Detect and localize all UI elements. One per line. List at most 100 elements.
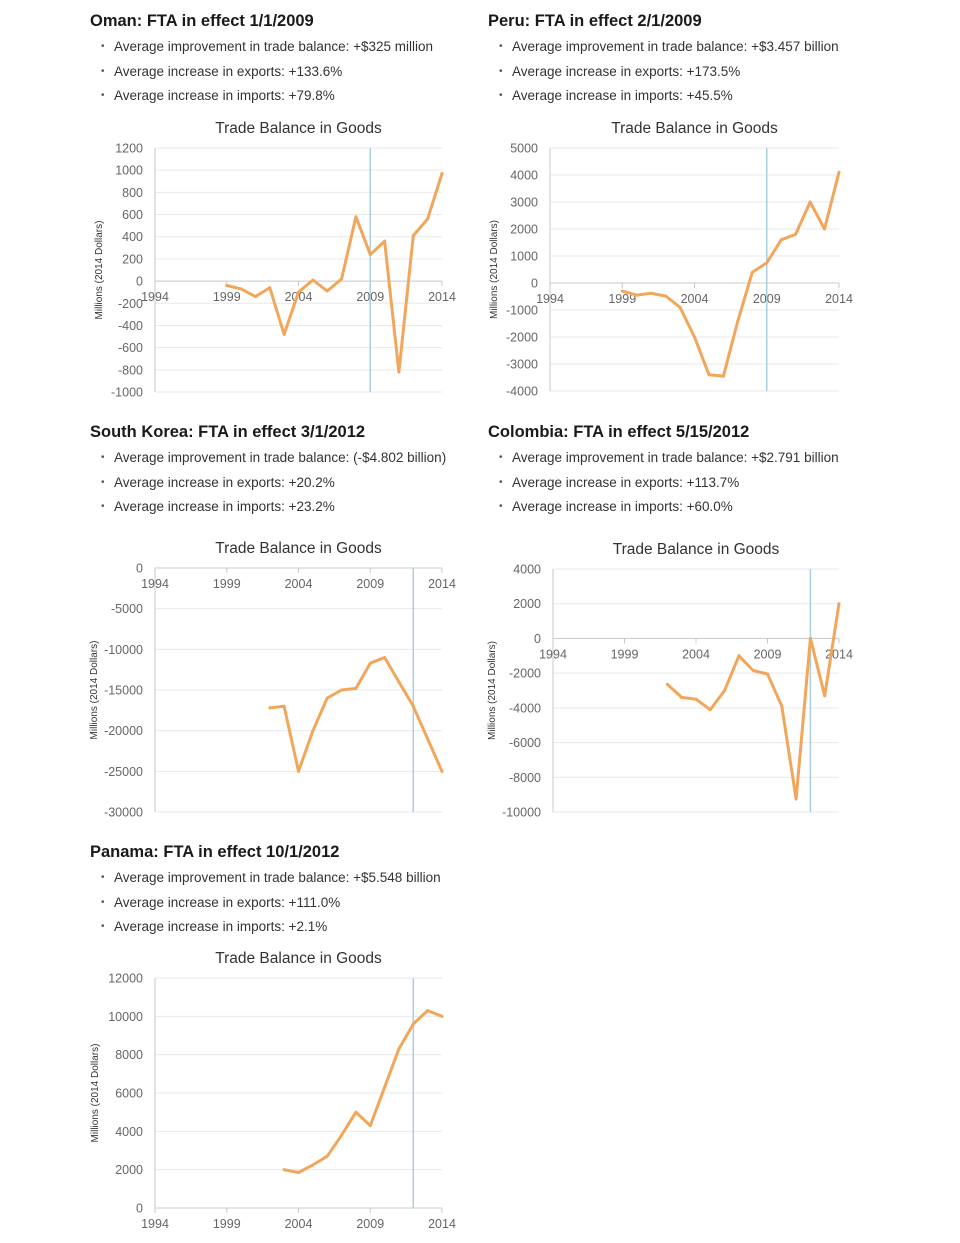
x-tick-label: 2009 <box>356 577 384 591</box>
chart-title: Trade Balance in Goods <box>611 120 778 137</box>
data-point <box>664 294 668 298</box>
data-point <box>397 370 401 374</box>
data-point <box>340 1133 344 1137</box>
y-tick-label: 600 <box>122 208 143 222</box>
y-tick-label: 1000 <box>115 164 143 178</box>
data-point <box>297 290 300 294</box>
data-point <box>383 239 387 243</box>
y-tick-label: -3000 <box>506 358 538 372</box>
data-point <box>397 680 401 684</box>
y-tick-label: 5000 <box>510 142 538 156</box>
stats-list: Average improvement in trade balance: (-… <box>90 446 490 520</box>
data-point <box>311 1163 315 1167</box>
stat-item: Average increase in imports: +2.1% <box>101 915 490 940</box>
data-point <box>736 319 740 323</box>
y-tick-label: -800 <box>118 363 143 377</box>
data-point <box>737 654 741 658</box>
data-point <box>808 200 812 204</box>
y-tick-label: 0 <box>531 277 538 291</box>
y-tick-label: -4000 <box>506 385 538 399</box>
y-tick-label: 1000 <box>510 250 538 264</box>
data-point <box>750 270 754 274</box>
data-point <box>397 1047 401 1051</box>
y-tick-label: 1200 <box>115 142 143 156</box>
chart-title: Trade Balance in Goods <box>215 540 382 557</box>
y-tick-label: -1000 <box>111 386 143 400</box>
panel-panama: Panama: FTA in effect 10/1/2012 Average … <box>90 842 490 940</box>
y-tick-label: 3000 <box>510 196 538 210</box>
data-point <box>440 172 444 176</box>
data-point <box>780 704 784 708</box>
y-tick-label: 0 <box>136 275 143 289</box>
data-point <box>239 287 243 291</box>
x-tick-label: 1994 <box>141 1217 169 1231</box>
stat-item: Average increase in imports: +45.5% <box>499 84 888 109</box>
stat-item: Average increase in exports: +133.6% <box>101 60 490 85</box>
data-point <box>411 234 415 238</box>
x-tick-label: 2004 <box>285 577 313 591</box>
stat-item: Average improvement in trade balance: +$… <box>499 35 888 60</box>
x-tick-label: 1994 <box>141 290 169 304</box>
x-tick-label: 1994 <box>141 577 169 591</box>
stat-item: Average improvement in trade balance: +$… <box>499 446 888 471</box>
x-tick-label: 2014 <box>428 290 456 304</box>
data-point <box>354 686 358 690</box>
y-tick-label: -10000 <box>502 806 541 820</box>
y-tick-label: 800 <box>122 186 143 200</box>
x-tick-label: 1999 <box>213 1217 241 1231</box>
panel-colombia: Colombia: FTA in effect 5/15/2012 Averag… <box>488 422 888 520</box>
y-tick-label: -2000 <box>509 667 541 681</box>
data-point <box>325 1154 329 1158</box>
stat-item: Average increase in exports: +20.2% <box>101 471 490 496</box>
x-tick-label: 2014 <box>428 1217 456 1231</box>
chart-title: Trade Balance in Goods <box>215 950 382 967</box>
panel-heading: Peru: FTA in effect 2/1/2009 <box>488 12 702 30</box>
data-point <box>794 797 798 801</box>
trade-balance-line <box>620 170 841 378</box>
chart-2: Trade Balance in Goods Millions (2014 Dol… <box>89 540 456 820</box>
data-point <box>723 689 727 692</box>
stat-item: Average increase in exports: +113.7% <box>499 471 888 496</box>
data-point <box>837 170 841 174</box>
stats-list: Average improvement in trade balance: +$… <box>488 35 888 109</box>
data-point <box>268 706 272 710</box>
data-point <box>368 1124 372 1128</box>
data-point <box>751 669 755 673</box>
x-tick-label: 1999 <box>608 292 636 306</box>
y-tick-label: 4000 <box>510 169 538 183</box>
data-point <box>253 295 257 299</box>
data-point <box>440 1014 444 1018</box>
y-tick-label: -30000 <box>104 806 143 820</box>
chart-3: Trade Balance in Goods Millions (2014 Dol… <box>487 541 853 820</box>
data-point <box>823 227 827 231</box>
chart-title: Trade Balance in Goods <box>613 541 780 558</box>
y-tick-label: 400 <box>122 230 143 244</box>
y-axis-label: Millions (2014 Dollars) <box>94 221 105 320</box>
y-tick-label: -8000 <box>509 771 541 785</box>
x-tick-label: 1999 <box>213 290 241 304</box>
y-tick-label: 8000 <box>115 1048 143 1062</box>
y-tick-label: 12000 <box>108 972 143 986</box>
data-point <box>680 695 684 699</box>
chart-1: Trade Balance in Goods Millions (2014 Dol… <box>489 120 853 399</box>
data-point <box>837 602 841 606</box>
x-tick-label: 1999 <box>611 647 639 661</box>
chart-4: Trade Balance in Goods Millions (2014 Dol… <box>90 950 456 1231</box>
stats-list: Average improvement in trade balance: +$… <box>90 866 490 940</box>
y-tick-label: -1000 <box>506 304 538 318</box>
data-point <box>311 278 315 282</box>
stat-item: Average improvement in trade balance: +$… <box>101 35 490 60</box>
data-point <box>765 261 769 265</box>
stat-item: Average increase in imports: +79.8% <box>101 84 490 109</box>
data-point <box>225 284 229 288</box>
trade-balance-line <box>225 172 444 374</box>
stat-item: Average increase in imports: +23.2% <box>101 495 490 520</box>
y-tick-label: -200 <box>118 297 143 311</box>
x-tick-label: 1994 <box>539 647 567 661</box>
y-tick-label: -20000 <box>104 724 143 738</box>
data-point <box>694 697 698 701</box>
x-tick-label: 2004 <box>285 1217 313 1231</box>
x-tick-label: 2009 <box>754 647 782 661</box>
stat-item: Average improvement in trade balance: (-… <box>101 446 490 471</box>
data-point <box>340 277 344 281</box>
